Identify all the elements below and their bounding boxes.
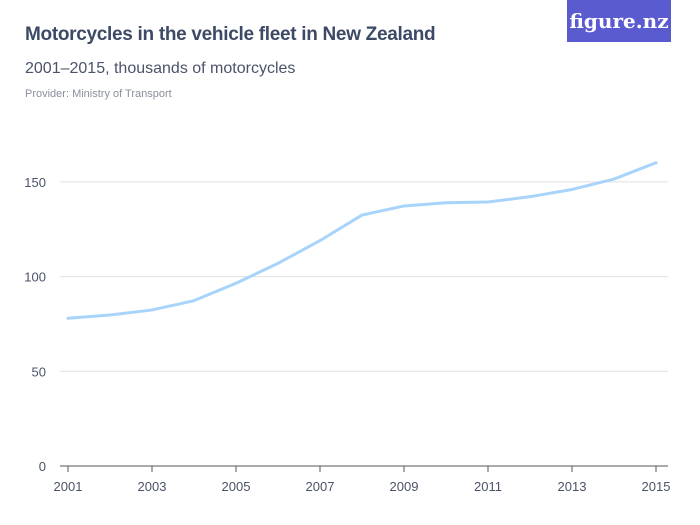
data-point xyxy=(66,316,70,320)
data-point xyxy=(444,201,448,205)
x-tick-label: 2011 xyxy=(474,479,502,494)
data-point xyxy=(612,177,616,181)
x-tick-label: 2005 xyxy=(222,479,251,494)
data-point xyxy=(318,239,322,243)
y-tick-label: 100 xyxy=(24,270,46,285)
data-point xyxy=(570,187,574,191)
x-tick-label: 2015 xyxy=(642,479,671,494)
data-point xyxy=(528,195,532,199)
y-tick-label: 50 xyxy=(32,364,46,379)
data-point xyxy=(234,281,238,285)
x-tick-label: 2009 xyxy=(390,479,419,494)
y-tick-label: 150 xyxy=(24,175,46,190)
x-tick-label: 2007 xyxy=(306,479,335,494)
data-point xyxy=(276,261,280,265)
chart-subtitle: 2001–2015, thousands of motorcycles xyxy=(25,60,296,77)
data-point xyxy=(486,200,490,204)
y-tick-label: 0 xyxy=(39,459,46,474)
provider-text: Provider: Ministry of Transport xyxy=(25,88,172,100)
data-point xyxy=(192,299,196,303)
data-point xyxy=(654,161,658,165)
x-tick-label: 2013 xyxy=(558,479,587,494)
x-tick-label: 2001 xyxy=(54,479,83,494)
series-line xyxy=(67,161,657,320)
data-point xyxy=(150,308,154,312)
figure-nz-logo[interactable]: figure.nz xyxy=(567,0,671,42)
data-point xyxy=(360,213,364,217)
data-point xyxy=(108,313,112,317)
chart-title: Motorcycles in the vehicle fleet in New … xyxy=(25,24,436,45)
x-tick-label: 2003 xyxy=(138,479,167,494)
data-point xyxy=(402,204,406,208)
